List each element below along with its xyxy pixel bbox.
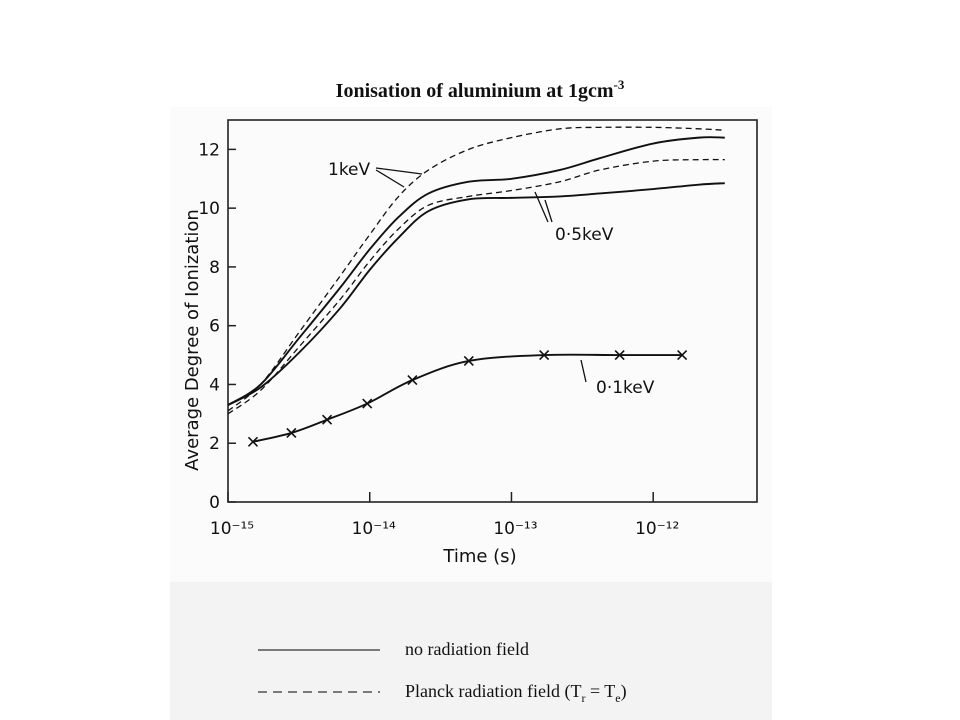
x-tick-label: 10⁻¹⁴ (352, 519, 396, 539)
legend-text-part: no radiation field (405, 639, 529, 659)
legend-label: no radiation field (405, 639, 529, 659)
y-tick-label: 2 (209, 434, 220, 454)
legend-text-part: e (615, 691, 620, 705)
y-tick-label: 6 (209, 317, 220, 337)
x-marker (539, 350, 550, 361)
x-axis-label: Time (s) (442, 546, 516, 567)
series-line (227, 158, 725, 415)
x-tick-label: 10⁻¹³ (493, 519, 537, 539)
scan-background (170, 107, 772, 582)
annotation: 1keV (328, 160, 371, 180)
x-marker (362, 398, 373, 409)
legend-text-part: ) (621, 681, 627, 702)
y-tick-label: 4 (209, 375, 220, 395)
y-tick-label: 10 (198, 199, 220, 219)
series-line (227, 126, 725, 412)
x-marker (614, 350, 625, 361)
y-tick-label: 12 (198, 140, 220, 160)
legend-text-part: r (581, 691, 585, 705)
plot: 0 2 4 6 8 10 12 10⁻¹⁵ 10⁻¹⁴ 10⁻¹³ 10⁻¹² (198, 126, 725, 539)
leader-line (580, 359, 587, 383)
x-tick-label: 10⁻¹² (635, 519, 679, 539)
x-tick-label: 10⁻¹⁵ (210, 519, 254, 539)
series-line (227, 182, 725, 406)
legend-text-part: = T (585, 681, 615, 701)
leader-line (534, 191, 553, 223)
x-marker (286, 427, 297, 439)
y-axis-label: Average Degree of Ionization (182, 209, 203, 471)
legend-label: Planck radiation field (Tr = Te) (405, 681, 627, 705)
x-marker (322, 414, 333, 425)
legend: no radiation field Planck radiation field… (258, 639, 627, 705)
series-line (227, 136, 725, 406)
title-superscript: -3 (613, 77, 624, 92)
x-marker (407, 374, 418, 386)
y-tick-label: 8 (209, 258, 220, 278)
chart-title: Ionisation of aluminium at 1gcm-3 (336, 77, 625, 102)
title-text: Ionisation of aluminium at 1gcm (336, 80, 614, 102)
plot-frame (227, 119, 758, 503)
annotation: 0·5keV (555, 225, 614, 245)
leader-line (375, 167, 423, 188)
x-marker (247, 436, 259, 447)
x-marker (677, 350, 688, 361)
y-tick-label: 0 (209, 493, 220, 513)
annotation: 0·1keV (596, 378, 655, 398)
legend-background (170, 582, 772, 720)
legend-text-part: Planck radiation field (T (405, 681, 581, 702)
x-marker (463, 355, 474, 367)
